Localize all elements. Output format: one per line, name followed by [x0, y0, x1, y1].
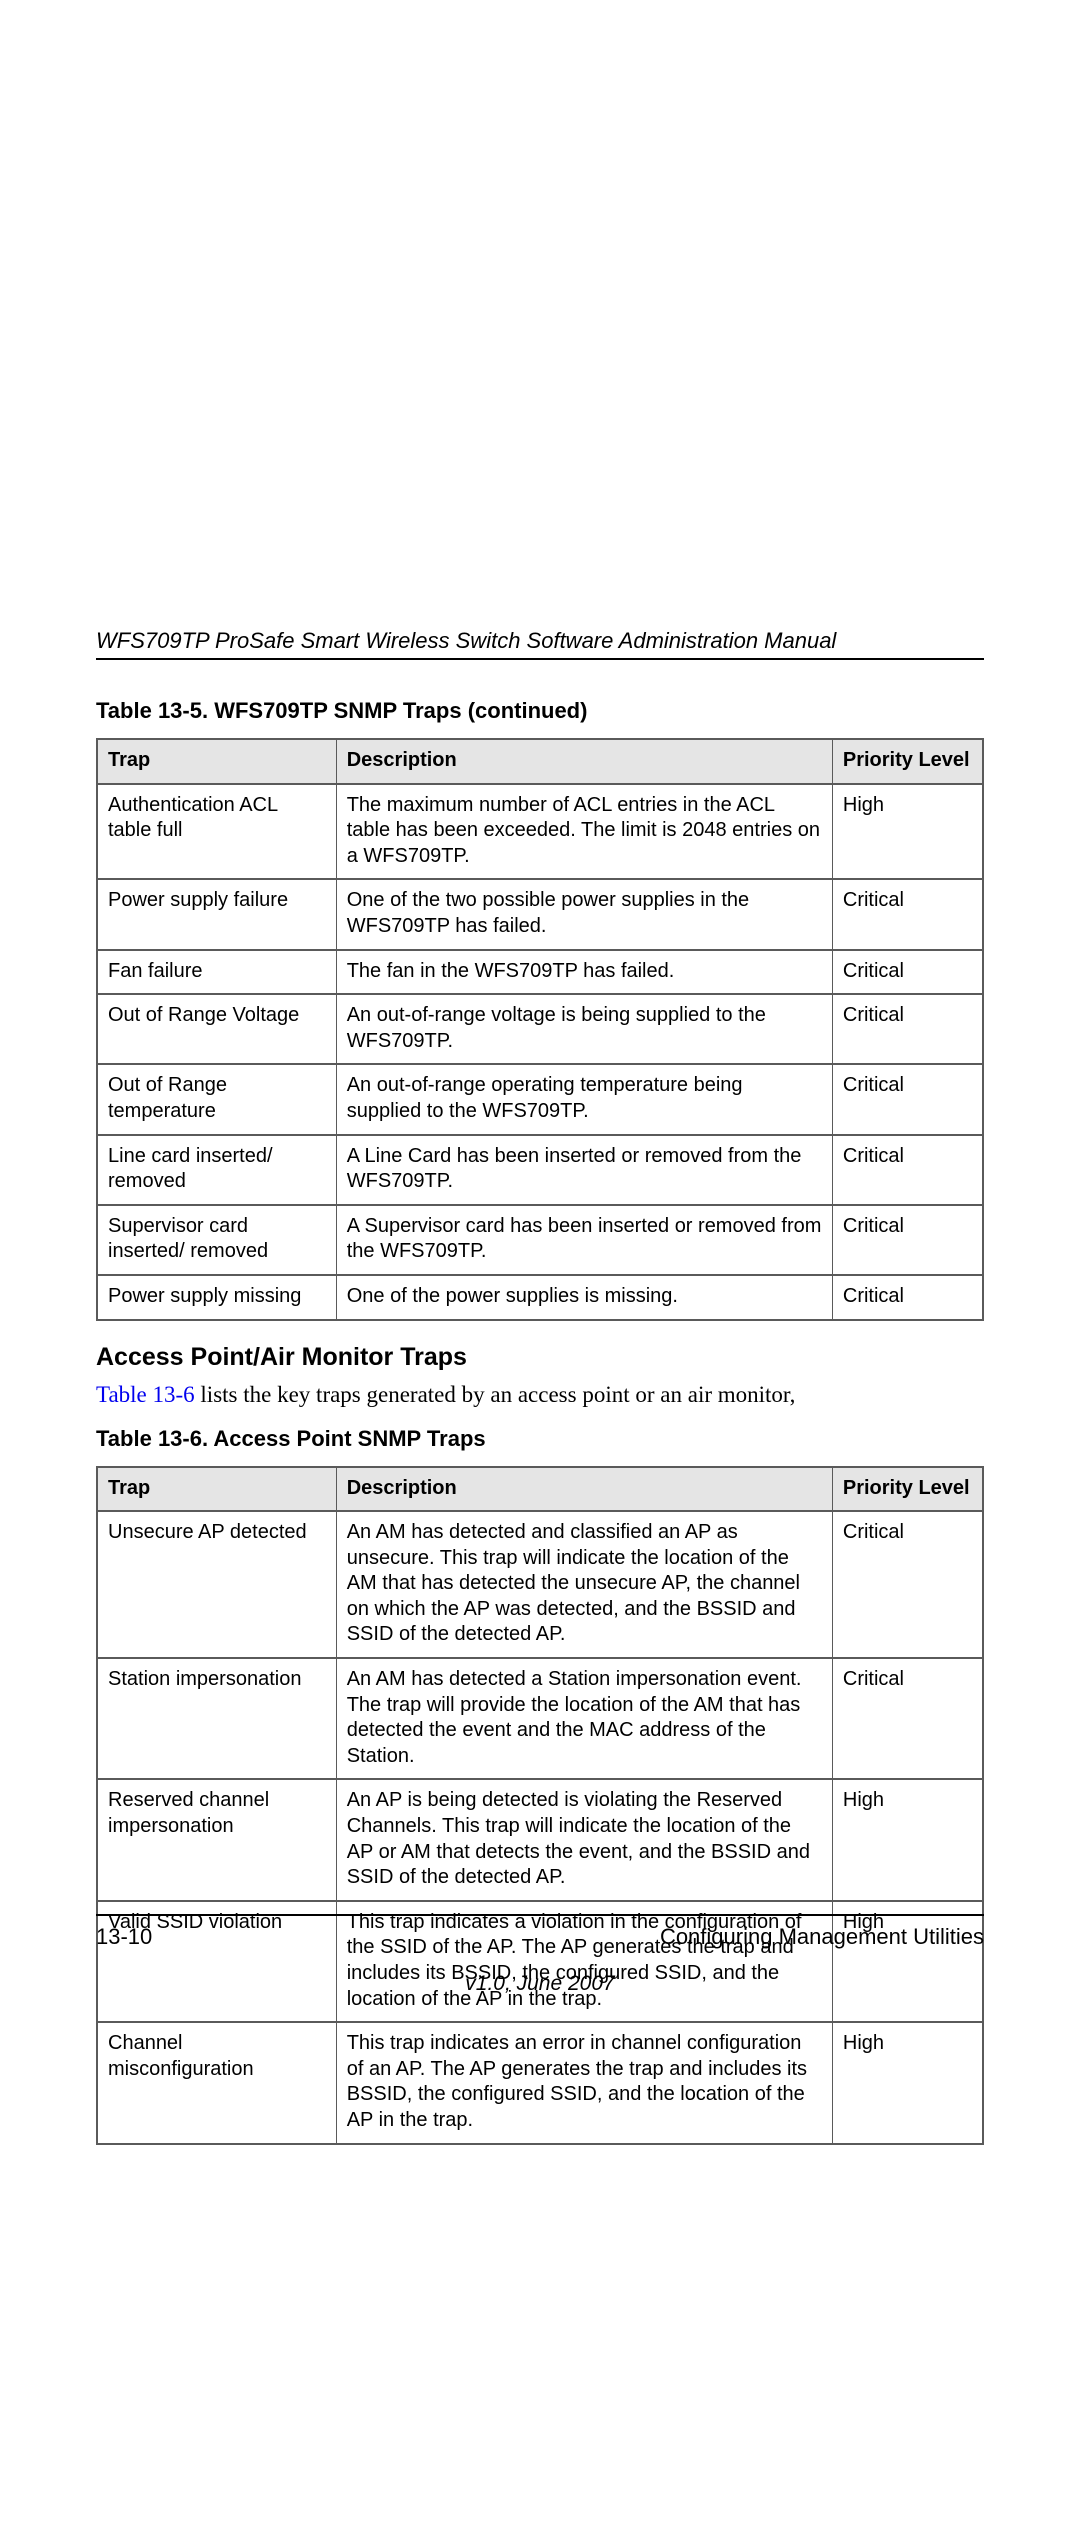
cell-prio: Critical: [832, 1205, 983, 1275]
table-row: Out of Range temperatureAn out-of-range …: [97, 1064, 983, 1134]
cell-prio: Critical: [832, 950, 983, 995]
footer: 13-10 Configuring Management Utilities v…: [96, 1914, 984, 1996]
table-row: Authentication ACL table fullThe maximum…: [97, 784, 983, 880]
table-row: Fan failureThe fan in the WFS709TP has f…: [97, 950, 983, 995]
cell-prio: Critical: [832, 994, 983, 1064]
cell-desc: An AP is being detected is violating the…: [336, 1779, 832, 1900]
table-row: Supervisor card inserted/ removedA Super…: [97, 1205, 983, 1275]
body-rest: lists the key traps generated by an acce…: [195, 1382, 796, 1407]
table-1-h-trap: Trap: [97, 739, 336, 784]
cell-prio: High: [832, 1779, 983, 1900]
cell-desc: One of the two possible power supplies i…: [336, 879, 832, 949]
cell-trap: Reserved channel impersonation: [97, 1779, 336, 1900]
cell-trap: Out of Range Voltage: [97, 994, 336, 1064]
table-1-h-prio: Priority Level: [832, 739, 983, 784]
table-row: Station impersonationAn AM has detected …: [97, 1658, 983, 1779]
cell-trap: Channel misconfiguration: [97, 2022, 336, 2143]
table-1: Trap Description Priority Level Authenti…: [96, 738, 984, 1321]
cell-trap: Unsecure AP detected: [97, 1511, 336, 1658]
cell-desc: An AM has detected and classified an AP …: [336, 1511, 832, 1658]
cell-trap: Authentication ACL table full: [97, 784, 336, 880]
table-2-h-trap: Trap: [97, 1467, 336, 1512]
doc-header: WFS709TP ProSafe Smart Wireless Switch S…: [96, 628, 984, 660]
cell-trap: Supervisor card inserted/ removed: [97, 1205, 336, 1275]
cell-prio: Critical: [832, 1658, 983, 1779]
cell-prio: Critical: [832, 1511, 983, 1658]
cell-trap: Station impersonation: [97, 1658, 336, 1779]
cell-desc: An AM has detected a Station impersonati…: [336, 1658, 832, 1779]
table-row: Reserved channel impersonationAn AP is b…: [97, 1779, 983, 1900]
cell-trap: Out of Range temperature: [97, 1064, 336, 1134]
cell-prio: Critical: [832, 879, 983, 949]
table-2-h-prio: Priority Level: [832, 1467, 983, 1512]
cell-desc: The fan in the WFS709TP has failed.: [336, 950, 832, 995]
cell-prio: High: [832, 2022, 983, 2143]
table-row: Line card inserted/ removedA Line Card h…: [97, 1135, 983, 1205]
cell-desc: A Line Card has been inserted or removed…: [336, 1135, 832, 1205]
cell-desc: A Supervisor card has been inserted or r…: [336, 1205, 832, 1275]
version-line: v1.0, June 2007: [96, 1972, 984, 1996]
cell-prio: High: [832, 784, 983, 880]
cell-desc: An out-of-range voltage is being supplie…: [336, 994, 832, 1064]
cell-trap: Power supply failure: [97, 879, 336, 949]
table-2: Trap Description Priority Level Unsecure…: [96, 1466, 984, 2145]
cell-trap: Fan failure: [97, 950, 336, 995]
table-ref-link[interactable]: Table 13-6: [96, 1382, 195, 1407]
cell-desc: One of the power supplies is missing.: [336, 1275, 832, 1320]
table-row: Out of Range VoltageAn out-of-range volt…: [97, 994, 983, 1064]
cell-desc: This trap indicates an error in channel …: [336, 2022, 832, 2143]
table-row: Power supply missingOne of the power sup…: [97, 1275, 983, 1320]
cell-prio: Critical: [832, 1135, 983, 1205]
cell-trap: Power supply missing: [97, 1275, 336, 1320]
table-row: Power supply failureOne of the two possi…: [97, 879, 983, 949]
table-2-title: Table 13-6. Access Point SNMP Traps: [96, 1426, 984, 1452]
page-number: 13-10: [96, 1924, 152, 1950]
table-2-h-desc: Description: [336, 1467, 832, 1512]
table-row: Channel misconfigurationThis trap indica…: [97, 2022, 983, 2143]
chapter-name: Configuring Management Utilities: [660, 1924, 984, 1950]
table-1-h-desc: Description: [336, 739, 832, 784]
section-title: Access Point/Air Monitor Traps: [96, 1343, 984, 1372]
cell-desc: An out-of-range operating temperature be…: [336, 1064, 832, 1134]
cell-prio: Critical: [832, 1064, 983, 1134]
cell-prio: Critical: [832, 1275, 983, 1320]
table-1-title: Table 13-5. WFS709TP SNMP Traps (continu…: [96, 698, 984, 724]
cell-desc: The maximum number of ACL entries in the…: [336, 784, 832, 880]
body-text: Table 13-6 lists the key traps generated…: [96, 1382, 984, 1408]
cell-trap: Line card inserted/ removed: [97, 1135, 336, 1205]
table-row: Unsecure AP detectedAn AM has detected a…: [97, 1511, 983, 1658]
